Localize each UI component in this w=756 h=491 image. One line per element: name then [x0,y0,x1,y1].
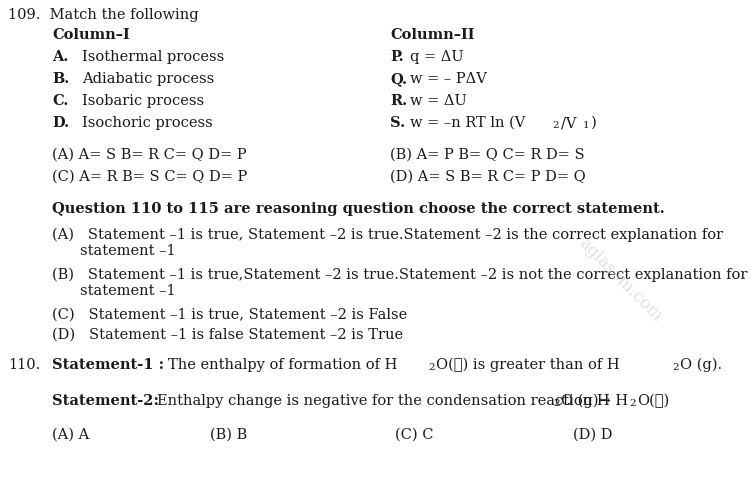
Text: ): ) [591,116,596,130]
Text: aglasem.com: aglasem.com [575,235,665,325]
Text: 2: 2 [428,363,435,372]
Text: A.: A. [52,50,68,64]
Text: (C) A= R B= S C= Q D= P: (C) A= R B= S C= Q D= P [52,170,247,184]
Text: Isobaric process: Isobaric process [82,94,204,108]
Text: 2: 2 [553,399,559,408]
Text: (B) B: (B) B [210,428,247,442]
Text: Column–I: Column–I [52,28,130,42]
Text: (D)   Statement –1 is false Statement –2 is True: (D) Statement –1 is false Statement –2 i… [52,328,403,342]
Text: w = –n RT ln (V: w = –n RT ln (V [410,116,525,130]
Text: O (g).: O (g). [680,358,722,372]
Text: q = ΔU: q = ΔU [410,50,463,64]
Text: Question 110 to 115 are reasoning question choose the correct statement.: Question 110 to 115 are reasoning questi… [52,202,665,216]
Text: (A) A= S B= R C= Q D= P: (A) A= S B= R C= Q D= P [52,148,246,162]
Text: R.: R. [390,94,407,108]
Text: (A) A: (A) A [52,428,89,442]
Text: 2: 2 [552,121,559,130]
Text: w = ΔU: w = ΔU [410,94,466,108]
Text: (A)   Statement –1 is true, Statement –2 is true.Statement –2 is the correct exp: (A) Statement –1 is true, Statement –2 i… [52,228,723,243]
Text: Isochoric process: Isochoric process [82,116,212,130]
Text: w = – PΔV: w = – PΔV [410,72,487,86]
Text: 2: 2 [629,399,636,408]
Text: O(ℓ): O(ℓ) [637,394,669,408]
Text: S.: S. [390,116,405,130]
Text: B.: B. [52,72,70,86]
Text: (D) A= S B= R C= P D= Q: (D) A= S B= R C= P D= Q [390,170,586,184]
Text: Adiabatic process: Adiabatic process [82,72,214,86]
Text: statement –1: statement –1 [80,244,175,258]
Text: Q.: Q. [390,72,407,86]
Text: Column–II: Column–II [390,28,475,42]
Text: Isothermal process: Isothermal process [82,50,225,64]
Text: P.: P. [390,50,404,64]
Text: O(ℓ) is greater than of H: O(ℓ) is greater than of H [436,358,620,372]
Text: 109.  Match the following: 109. Match the following [8,8,199,22]
Text: (C)   Statement –1 is true, Statement –2 is False: (C) Statement –1 is true, Statement –2 i… [52,308,407,322]
Text: /V: /V [561,116,577,130]
Text: D.: D. [52,116,69,130]
Text: Enthalpy change is negative for the condensation reaction H: Enthalpy change is negative for the cond… [157,394,609,408]
Text: The enthalpy of formation of H: The enthalpy of formation of H [168,358,398,372]
Text: Statement-1 :: Statement-1 : [52,358,164,372]
Text: 2: 2 [672,363,679,372]
Text: O (g)→ H: O (g)→ H [561,394,628,409]
Text: (B) A= P B= Q C= R D= S: (B) A= P B= Q C= R D= S [390,148,584,162]
Text: Statement-2:: Statement-2: [52,394,159,408]
Text: (D) D: (D) D [573,428,612,442]
Text: 1: 1 [583,121,590,130]
Text: statement –1: statement –1 [80,284,175,298]
Text: C.: C. [52,94,68,108]
Text: 110.: 110. [8,358,40,372]
Text: (B)   Statement –1 is true,Statement –2 is true.Statement –2 is not the correct : (B) Statement –1 is true,Statement –2 is… [52,268,748,282]
Text: (C) C: (C) C [395,428,433,442]
